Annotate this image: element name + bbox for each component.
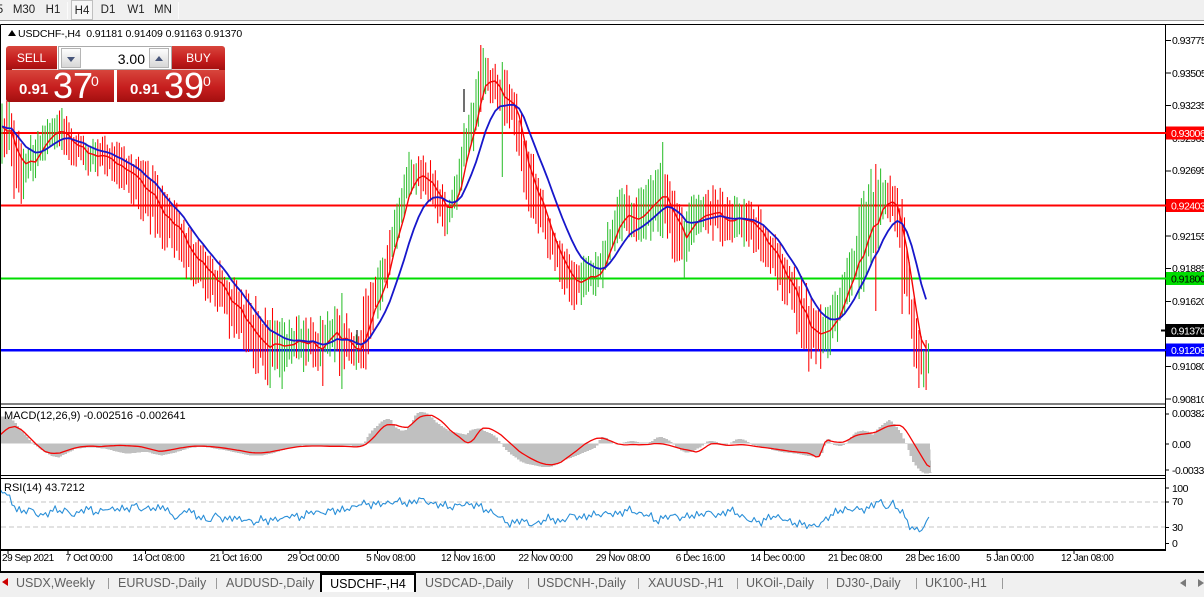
- svg-text:0.91206: 0.91206: [1171, 345, 1204, 357]
- svg-text:RSI(14) 43.7212: RSI(14) 43.7212: [4, 482, 85, 494]
- svg-text:0.92155: 0.92155: [1172, 231, 1204, 243]
- svg-text:14 Oct 08:00: 14 Oct 08:00: [132, 553, 185, 564]
- svg-text:21 Dec 08:00: 21 Dec 08:00: [828, 553, 883, 564]
- svg-text:0.91370: 0.91370: [1171, 325, 1204, 337]
- svg-text:30: 30: [1172, 522, 1183, 534]
- svg-text:6 Dec 16:00: 6 Dec 16:00: [676, 553, 726, 564]
- svg-text:29 Nov 08:00: 29 Nov 08:00: [596, 553, 651, 564]
- svg-text:5 Jan 00:00: 5 Jan 00:00: [986, 553, 1034, 564]
- svg-text:100: 100: [1172, 483, 1189, 495]
- svg-text:0.91080: 0.91080: [1172, 361, 1204, 373]
- svg-text:12 Nov 16:00: 12 Nov 16:00: [441, 553, 496, 564]
- svg-text:0.00382: 0.00382: [1172, 408, 1204, 420]
- svg-text:0.00: 0.00: [1172, 439, 1191, 451]
- svg-text:0.93775: 0.93775: [1172, 35, 1204, 47]
- svg-text:MACD(12,26,9) -0.002516 -0.002: MACD(12,26,9) -0.002516 -0.002641: [4, 410, 186, 422]
- svg-text:0.92695: 0.92695: [1172, 165, 1204, 177]
- svg-text:0.91800: 0.91800: [1171, 274, 1204, 286]
- svg-text:0: 0: [1172, 538, 1178, 550]
- svg-text:0.93235: 0.93235: [1172, 100, 1204, 112]
- svg-text:0.91620: 0.91620: [1172, 296, 1204, 308]
- svg-text:5 Nov 08:00: 5 Nov 08:00: [366, 553, 416, 564]
- svg-text:70: 70: [1172, 496, 1183, 508]
- svg-text:-0.0033: -0.0033: [1172, 465, 1204, 477]
- svg-text:0.90810: 0.90810: [1172, 394, 1204, 406]
- svg-text:12 Jan 08:00: 12 Jan 08:00: [1061, 553, 1114, 564]
- svg-text:22 Nov 00:00: 22 Nov 00:00: [518, 553, 573, 564]
- svg-text:7 Oct 00:00: 7 Oct 00:00: [66, 553, 114, 564]
- svg-text:0.92403: 0.92403: [1171, 201, 1204, 213]
- svg-text:14 Dec 00:00: 14 Dec 00:00: [751, 553, 806, 564]
- svg-text:21 Oct 16:00: 21 Oct 16:00: [210, 553, 263, 564]
- svg-text:29 Sep 2021: 29 Sep 2021: [2, 553, 55, 564]
- svg-text:29 Oct 00:00: 29 Oct 00:00: [287, 553, 340, 564]
- svg-text:0.93505: 0.93505: [1172, 68, 1204, 80]
- svg-text:0.93006: 0.93006: [1171, 128, 1204, 140]
- svg-text:28 Dec 16:00: 28 Dec 16:00: [905, 553, 960, 564]
